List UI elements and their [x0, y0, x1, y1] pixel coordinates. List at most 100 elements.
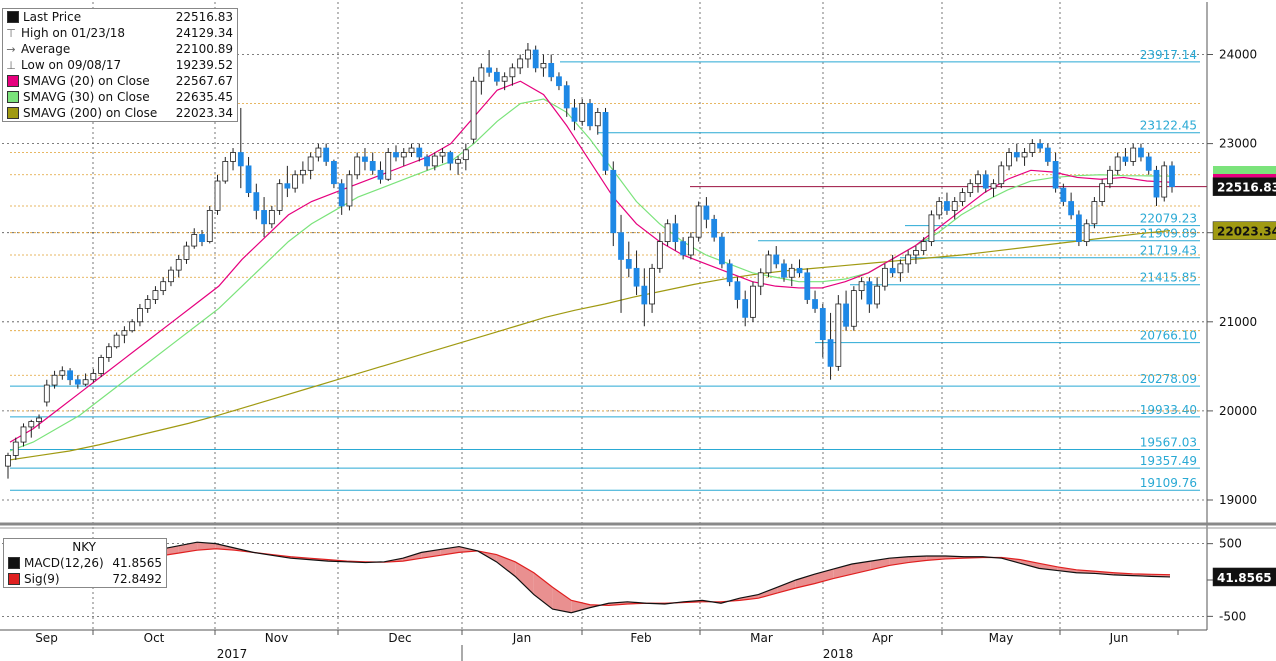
macd-diff-fill — [814, 569, 834, 584]
candle-body — [866, 281, 873, 305]
candle-body — [369, 161, 376, 171]
average-marker-icon: → — [6, 42, 16, 56]
candle-body — [625, 259, 632, 269]
candle-body — [1060, 187, 1067, 202]
candle-body — [1161, 165, 1168, 198]
level-label: 22079.23 — [1140, 212, 1197, 226]
candle-body — [664, 223, 671, 243]
x-year-label: 2018 — [823, 647, 854, 661]
candle-body — [28, 421, 35, 428]
candle-body — [168, 269, 174, 283]
level-label: 19567.03 — [1140, 435, 1197, 449]
candle-body — [199, 234, 205, 243]
legend-label: Last Price — [23, 10, 82, 24]
x-month-label: Oct — [144, 631, 165, 645]
macd-legend-title: NKY — [72, 540, 96, 554]
legend-rows: Last Price 22516.83 ⊤ High on 01/23/18 24129… — [3, 9, 237, 121]
candle-body — [695, 205, 702, 238]
moving-averages — [9, 80, 1171, 461]
candle-body — [160, 281, 167, 292]
candle-body — [331, 161, 337, 185]
candle-body — [183, 245, 190, 260]
candle-body — [129, 321, 136, 332]
macd-legend-rows: MACD(12,26) 41.8565 Sig(9) 72.8492 — [4, 555, 166, 587]
candle-body — [812, 299, 818, 309]
candle-body — [1153, 169, 1160, 198]
candle-body — [726, 263, 733, 283]
candle-body — [307, 156, 314, 171]
macd-badge-bg — [1212, 567, 1276, 587]
macd-diff-fill — [533, 572, 553, 610]
candle-body — [222, 161, 229, 182]
candle-body — [245, 165, 252, 194]
macd-legend-row: Sig(9) 72.8492 — [4, 571, 166, 587]
legend-row: ⊥ Low on 09/08/17 19239.52 — [3, 57, 237, 73]
candle-body — [998, 165, 1005, 185]
candle-body — [1006, 152, 1012, 167]
macd-y-tick-label: -500 — [1219, 609, 1246, 623]
macd-diff-fill — [197, 542, 216, 551]
candle-body — [765, 254, 772, 274]
candle-body — [889, 267, 896, 274]
y-tick-label: 19000 — [1219, 493, 1257, 507]
x-month-label: Nov — [265, 631, 288, 645]
candle-body — [1130, 147, 1137, 162]
candle-body — [98, 357, 105, 374]
level-label: 20766.10 — [1140, 329, 1197, 343]
legend-value: 24129.34 — [175, 26, 233, 40]
candle-body — [237, 152, 244, 167]
macd-diff-fill — [777, 580, 796, 594]
candle-body — [385, 152, 392, 180]
candle-body — [408, 147, 415, 153]
candle-body — [36, 417, 42, 422]
level-label: 19109.76 — [1140, 476, 1197, 490]
sma30-badge-edge — [1213, 166, 1276, 174]
candle-body — [936, 201, 943, 216]
legend-value: 22100.89 — [175, 42, 233, 56]
candle-body — [5, 455, 11, 467]
legend-label: Low on 09/08/17 — [21, 58, 122, 72]
y-tick-label: 20000 — [1219, 404, 1257, 418]
sma30-line — [9, 98, 1171, 452]
candle-body — [431, 155, 438, 167]
macd-diff-fill — [889, 556, 909, 566]
candle-body — [276, 183, 283, 211]
legend-row: Last Price 22516.83 — [3, 9, 237, 25]
signal-line — [9, 548, 1171, 607]
candle-body — [284, 183, 291, 189]
legend-row: SMAVG (30) on Close 22635.45 — [3, 89, 237, 105]
candle-body — [74, 379, 81, 385]
last-price-badge-bg — [1212, 177, 1276, 196]
level-label: 19933.40 — [1140, 403, 1197, 417]
square-icon — [8, 573, 20, 585]
legend-label: SMAVG (20) on Close — [23, 74, 150, 88]
level-label: 19357.49 — [1140, 454, 1197, 468]
candle-body — [416, 147, 423, 158]
candle-body — [1122, 156, 1129, 162]
candle-body — [67, 370, 73, 381]
x-year-label: 2017 — [217, 647, 248, 661]
candle-body — [874, 285, 881, 305]
candle-body — [292, 174, 299, 189]
x-month-label: Sep — [35, 631, 58, 645]
candle-body — [113, 334, 120, 348]
macd-diff-fill — [552, 587, 572, 613]
candle-body — [610, 169, 617, 234]
legend-label: Average — [21, 42, 71, 56]
x-month-label: May — [989, 631, 1014, 645]
main-legend: Last Price 22516.83 ⊤ High on 01/23/18 24129… — [2, 8, 238, 122]
candle-body — [400, 152, 407, 158]
candle-body — [493, 71, 500, 82]
candle-body — [672, 223, 679, 243]
high-marker-icon: ⊤ — [6, 26, 16, 40]
candle-body — [913, 250, 919, 256]
macd-legend-row: MACD(12,26) 41.8565 — [4, 555, 166, 571]
candle-body — [82, 379, 89, 385]
candle-body — [656, 241, 663, 269]
candle-body — [299, 169, 306, 176]
sma20-badge-edge — [1213, 174, 1276, 180]
sma20-line — [9, 80, 1171, 443]
